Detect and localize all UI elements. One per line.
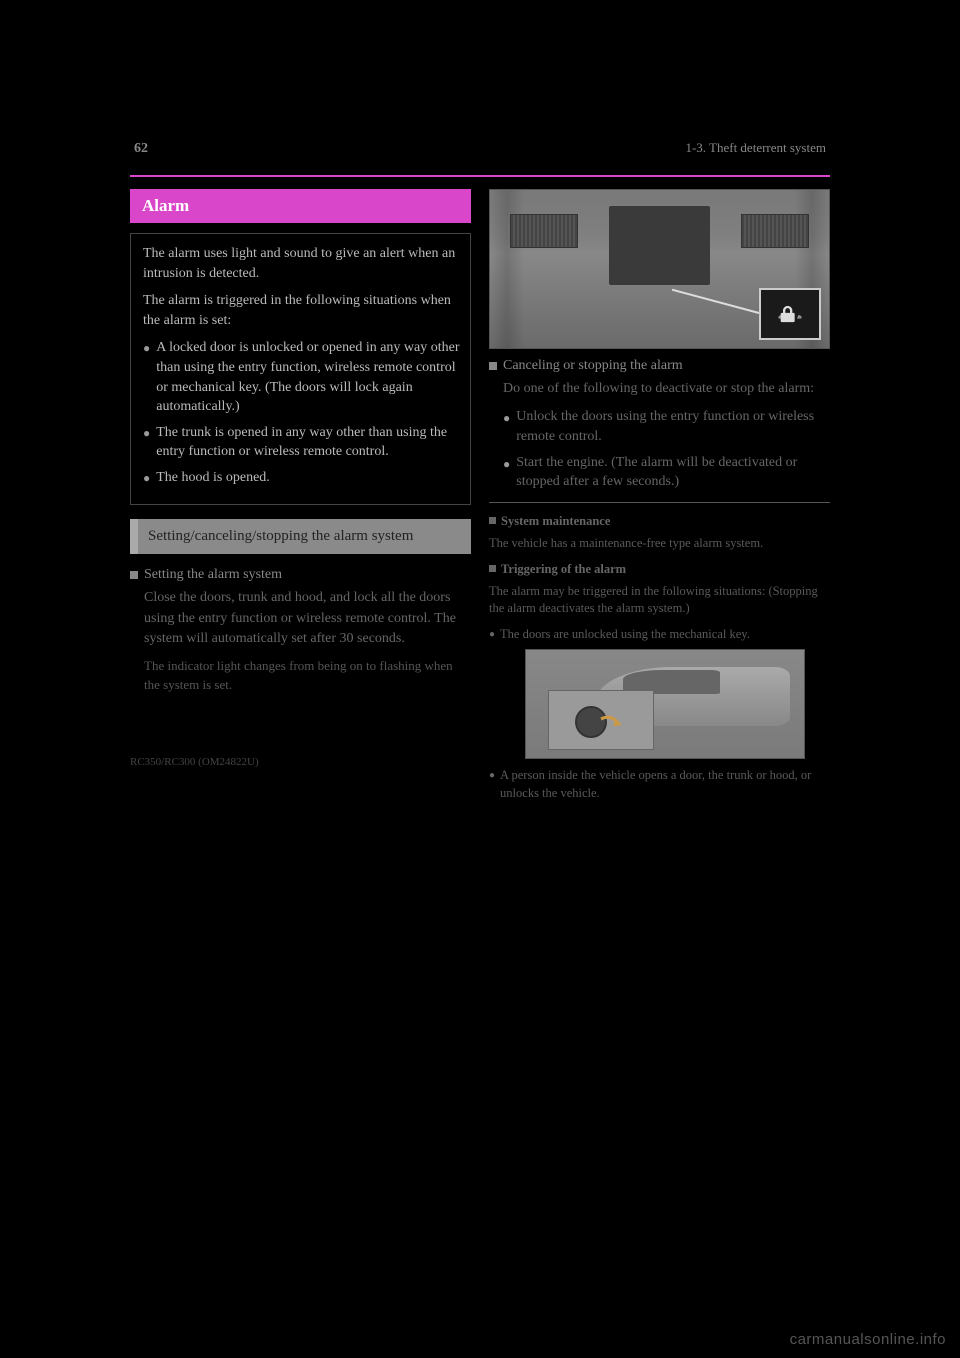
car-lock-icon xyxy=(776,300,804,328)
cancel-label: Canceling or stopping the alarm xyxy=(503,357,683,375)
square-icon xyxy=(489,362,497,370)
right-column: Canceling or stopping the alarm Do one o… xyxy=(489,189,830,806)
intro-bullet: ● The trunk is opened in any way other t… xyxy=(143,423,460,462)
trigger-title-row: Triggering of the alarm xyxy=(489,561,830,577)
page-number: 62 xyxy=(134,141,148,157)
step-text: Unlock the doors using the entry functio… xyxy=(516,407,830,446)
cancel-step: ● Start the engine. (The alarm will be d… xyxy=(489,453,830,492)
intro-p2: The alarm is triggered in the following … xyxy=(143,291,460,330)
dashboard-illustration xyxy=(489,189,830,349)
info-body: The vehicle has a maintenance-free type … xyxy=(489,535,830,553)
bullet-icon: ● xyxy=(489,629,495,640)
intro-bullet: ● The hood is opened. xyxy=(143,468,460,488)
trigger-text: The doors are unlocked using the mechani… xyxy=(500,626,750,644)
cancel-body: Do one of the following to deactivate or… xyxy=(489,379,830,399)
square-icon xyxy=(489,565,496,572)
bullet-text: A locked door is unlocked or opened in a… xyxy=(156,338,460,416)
doc-code: RC350/RC300 (OM24822U) xyxy=(130,755,471,771)
bullet-icon: ● xyxy=(503,411,510,426)
section-path: 1-3. Theft deterrent system xyxy=(685,140,826,156)
trigger-item: ● A person inside the vehicle opens a do… xyxy=(489,767,830,802)
watermark: carmanualsonline.info xyxy=(790,1331,946,1348)
intro-bullet: ● A locked door is unlocked or opened in… xyxy=(143,338,460,416)
bullet-text: The trunk is opened in any way other tha… xyxy=(156,423,460,462)
square-icon xyxy=(130,571,138,579)
trigger-title: Triggering of the alarm xyxy=(501,561,626,577)
bullet-icon: ● xyxy=(503,457,510,472)
setting-note: The indicator light changes from being o… xyxy=(130,657,471,695)
bullet-icon: ● xyxy=(489,770,495,781)
setting-label-row: Setting the alarm system xyxy=(130,566,471,584)
setting-label: Setting the alarm system xyxy=(144,566,282,584)
bullet-icon: ● xyxy=(143,341,150,356)
manual-page: 62 1-3. Theft deterrent system Alarm The… xyxy=(130,140,830,806)
square-icon xyxy=(489,517,496,524)
step-text: Start the engine. (The alarm will be dea… xyxy=(516,453,830,492)
alarm-title: Alarm xyxy=(130,189,471,223)
intro-box: The alarm uses light and sound to give a… xyxy=(130,233,471,505)
info-divider xyxy=(489,502,830,503)
content-columns: Alarm The alarm uses light and sound to … xyxy=(130,189,830,806)
bullet-icon: ● xyxy=(143,471,150,486)
left-column: Alarm The alarm uses light and sound to … xyxy=(130,189,471,806)
cancel-label-row: Canceling or stopping the alarm xyxy=(489,357,830,375)
intro-bullets: ● A locked door is unlocked or opened in… xyxy=(143,338,460,487)
section-heading: Setting/canceling/stopping the alarm sys… xyxy=(130,519,471,555)
info-title-row: System maintenance xyxy=(489,513,830,529)
bullet-icon: ● xyxy=(143,426,150,441)
bullet-text: The hood is opened. xyxy=(156,468,270,488)
header-divider xyxy=(130,175,830,177)
trigger-text: A person inside the vehicle opens a door… xyxy=(500,767,830,802)
intro-p1: The alarm uses light and sound to give a… xyxy=(143,244,460,283)
arrow-icon xyxy=(596,711,626,741)
indicator-callout xyxy=(759,288,821,340)
car-illustration xyxy=(525,649,805,759)
info-title: System maintenance xyxy=(501,513,610,529)
setting-body: Close the doors, trunk and hood, and loc… xyxy=(130,588,471,649)
page-header: 62 1-3. Theft deterrent system xyxy=(130,140,830,157)
trigger-item: ● The doors are unlocked using the mecha… xyxy=(489,626,830,644)
trigger-body: The alarm may be triggered in the follow… xyxy=(489,583,830,618)
cancel-step: ● Unlock the doors using the entry funct… xyxy=(489,407,830,446)
